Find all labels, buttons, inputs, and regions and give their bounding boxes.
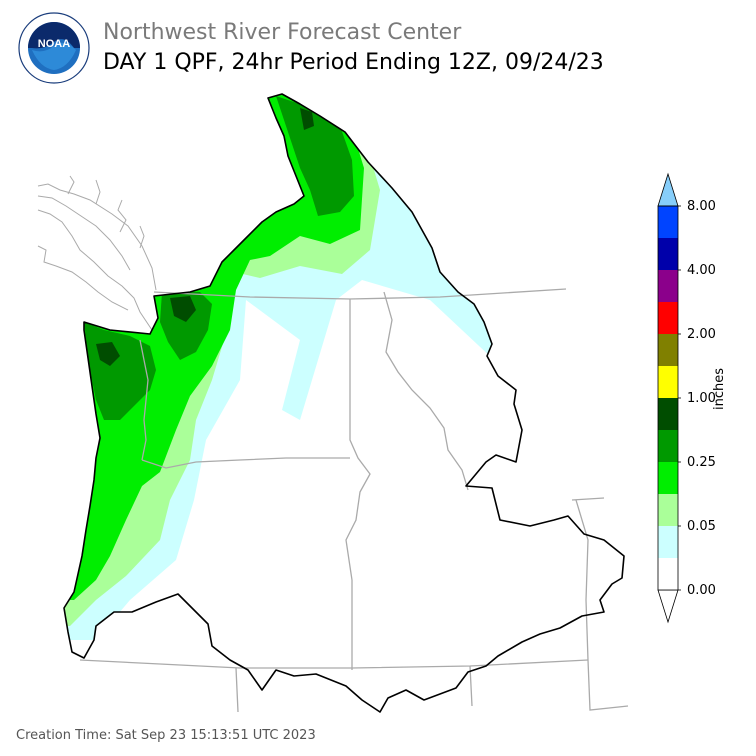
colorbar-segment: [658, 302, 678, 334]
logo-text: NOAA: [38, 38, 70, 50]
colorbar-segment: [658, 430, 678, 462]
colorbar-segment: [658, 366, 678, 398]
colorbar-extend-low: [657, 589, 679, 624]
product-title: DAY 1 QPF, 24hr Period Ending 12Z, 09/24…: [103, 50, 604, 75]
noaa-logo: NOAA: [18, 12, 90, 84]
coastline-lines: [37, 175, 157, 331]
colorbar-tick-2: 0.25: [687, 455, 716, 470]
colorbar: [657, 172, 681, 624]
colorbar-tick-4: 2.00: [687, 327, 716, 342]
colorbar-extend-high: [657, 172, 679, 207]
colorbar-segment: [658, 334, 678, 366]
colorbar-tick-6: 8.00: [687, 199, 716, 214]
colorbar-segment: [658, 526, 678, 558]
colorbar-segment: [658, 238, 678, 270]
colorbar-segment: [658, 206, 678, 238]
colorbar-unit-label: inches: [712, 367, 727, 410]
colorbar-tick-1: 0.05: [687, 519, 716, 534]
colorbar-tick-0: 0.00: [687, 583, 716, 598]
colorbar-segment: [658, 558, 678, 590]
center-name: Northwest River Forecast Center: [103, 20, 462, 45]
creation-time: Creation Time: Sat Sep 23 15:13:51 UTC 2…: [16, 728, 316, 743]
state-borders: [79, 288, 629, 713]
colorbar-segment: [658, 494, 678, 526]
colorbar-tick-5: 4.00: [687, 263, 716, 278]
colorbar-segment: [658, 462, 678, 494]
colorbar-segment: [658, 270, 678, 302]
colorbar-tick-3: 1.00: [687, 391, 716, 406]
basin-outline: [63, 93, 625, 713]
colorbar-segment: [658, 398, 678, 430]
